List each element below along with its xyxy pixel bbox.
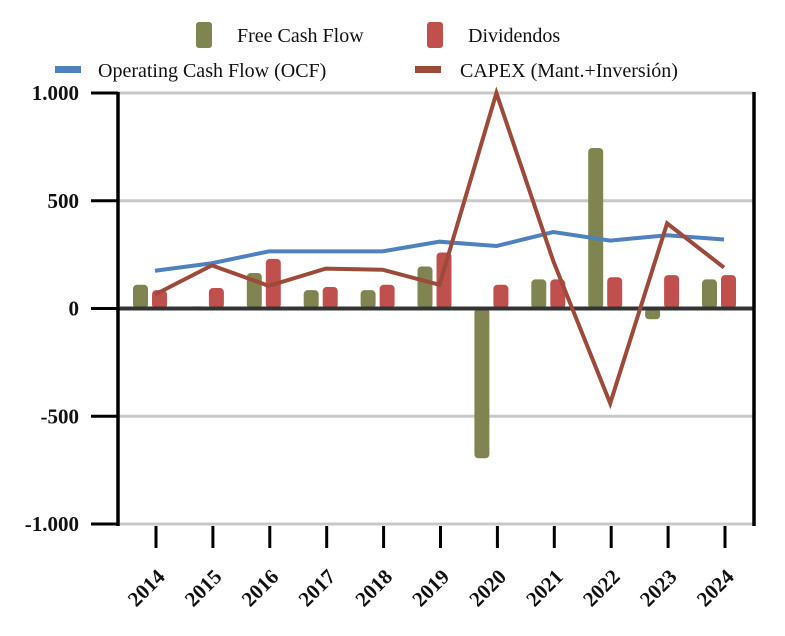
bar-free-cash-flow-2024 (702, 279, 717, 309)
legend-item-dividendos: Dividendos (427, 22, 560, 48)
x-tick-label-2016: 2016 (237, 565, 284, 612)
legend-label-dividendos: Dividendos (468, 25, 560, 47)
bar-dividendos-2017 (322, 286, 338, 309)
x-axis-ticks: 2014 2015 2016 2017 2018 2019 2020 2021 2022 2023… (123, 526, 739, 611)
bar-free-cash-flow-2021 (531, 279, 547, 309)
x-tick-label-2017: 2017 (294, 565, 341, 612)
x-tick-label-2019: 2019 (407, 565, 454, 612)
bar-dividendos-2018 (379, 284, 395, 309)
bar-free-cash-flow-2014 (133, 284, 148, 309)
legend-label-free-cash-flow: Free Cash Flow (237, 25, 364, 47)
legend-label-ocf: Operating Cash Flow (OCF) (98, 60, 326, 82)
legend-item-free-cash-flow: Free Cash Flow (196, 22, 364, 48)
x-tick-label-2018: 2018 (350, 565, 397, 612)
legend: Free Cash Flow Dividendos Operating Cash… (55, 22, 678, 82)
bar-free-cash-flow-2017 (303, 290, 319, 309)
bar-dividendos-2024 (721, 275, 736, 309)
y-tick-label-1: 500 (48, 189, 80, 213)
x-tick-label-2014: 2014 (123, 564, 170, 611)
x-tick-label-2023: 2023 (635, 565, 682, 612)
bar-dividendos-2019 (436, 252, 452, 309)
y-axis-ticks: 1.000 500 0 -500 -1.000 (25, 81, 118, 536)
legend-item-ocf: Operating Cash Flow (OCF) (55, 60, 326, 82)
bar-dividendos-2022 (607, 277, 623, 309)
bar-dividendos-2015 (208, 288, 224, 309)
y-tick-label-0: 1.000 (32, 81, 79, 105)
legend-swatch-capex (415, 66, 441, 73)
bar-free-cash-flow-2018 (360, 290, 376, 309)
x-tick-label-2021: 2021 (521, 565, 568, 612)
bar-free-cash-flow-2022 (588, 147, 604, 309)
bar-dividendos-2020 (493, 284, 509, 309)
line-operating-cash-flow-ocf- (154, 229, 725, 273)
x-tick-label-2020: 2020 (464, 565, 511, 612)
x-tick-label-2022: 2022 (578, 565, 625, 612)
bars (133, 147, 736, 459)
bar-dividendos-2023 (664, 275, 680, 309)
legend-swatch-ocf (55, 66, 81, 73)
x-tick-label-2015: 2015 (180, 565, 227, 612)
y-tick-label-2: 0 (69, 297, 80, 321)
bar-free-cash-flow-2023 (645, 308, 661, 320)
y-tick-label-3: -500 (41, 404, 80, 428)
legend-swatch-free-cash-flow (196, 22, 212, 48)
x-tick-label-2024: 2024 (692, 564, 739, 611)
lines (154, 86, 726, 410)
bar-free-cash-flow-2020 (474, 308, 490, 459)
bar-free-cash-flow-2019 (417, 266, 433, 309)
legend-swatch-dividendos (427, 22, 443, 48)
legend-label-capex: CAPEX (Mant.+Inversión) (460, 60, 678, 82)
gridlines (118, 91, 754, 526)
y-tick-label-4: -1.000 (25, 512, 79, 536)
line-capex-mant-inversi-n- (154, 86, 726, 410)
legend-item-capex: CAPEX (Mant.+Inversión) (415, 60, 678, 82)
